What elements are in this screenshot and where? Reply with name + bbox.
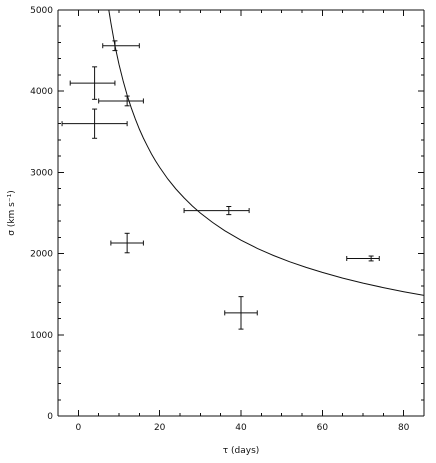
data-point [98,95,144,107]
x-axis-label: τ (days) [223,446,260,456]
plot-area [57,9,425,417]
y-axis-label: σ (km s⁻¹) [7,190,17,235]
data-point [183,206,250,216]
data-point [224,296,258,330]
data-point [346,255,380,262]
x-tick-label: 60 [317,423,329,433]
y-axis-ticks: 0 1000 2000 3000 4000 5000 [30,6,424,422]
data-point [61,108,128,139]
y-tick-label: 1000 [30,331,53,341]
x-axis-ticks: 0 20 40 60 80 [75,10,425,433]
y-tick-label: 5000 [30,6,53,16]
data-point [69,66,116,100]
fit-curve-layer [108,9,425,296]
data-point [110,232,144,254]
y-tick-label: 2000 [30,250,53,260]
y-tick-label: 4000 [30,87,53,97]
data-points-layer [61,40,380,330]
x-tick-label: 20 [154,423,166,433]
x-tick-label: 80 [398,423,410,433]
y-tick-label: 0 [47,412,53,422]
x-tick-label: 0 [75,423,81,433]
y-tick-label: 3000 [30,168,53,178]
data-point [102,40,140,52]
fit-curve [108,9,425,296]
x-tick-label: 40 [235,423,247,433]
